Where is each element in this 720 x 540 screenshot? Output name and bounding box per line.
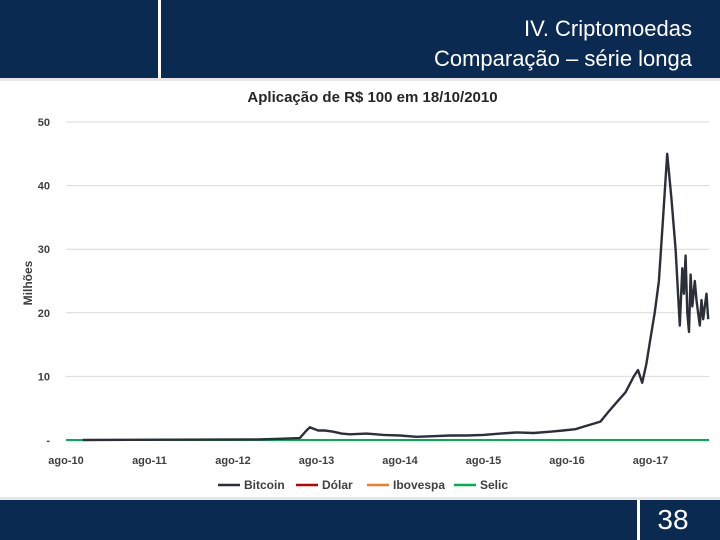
x-tick-label: ago-17 (633, 455, 668, 467)
x-tick-label: ago-11 (132, 455, 167, 467)
y-tick-label: 20 (38, 308, 50, 320)
y-axis-label: Milhões (21, 260, 35, 305)
footer-bar (0, 500, 720, 540)
header-divider (158, 0, 161, 78)
page-title-line2: Comparação – série longa (433, 46, 692, 71)
x-tick-label: ago-10 (48, 455, 83, 467)
x-tick-label: ago-16 (549, 455, 584, 467)
y-tick-label: - (46, 435, 50, 447)
legend-label-bitcoin: Bitcoin (244, 478, 285, 492)
x-tick-label: ago-12 (215, 455, 250, 467)
y-tick-label: 50 (38, 117, 50, 129)
y-tick-label: 10 (38, 371, 50, 383)
chart-title: Aplicação de R$ 100 em 18/10/2010 (247, 89, 497, 106)
page-title: IV. Criptomoedas Comparação – série long… (434, 14, 692, 74)
footer-rule (0, 497, 720, 500)
x-tick-label: ago-14 (382, 455, 418, 467)
legend-label-dolar: Dólar (322, 478, 353, 492)
page-title-line1: IV. Criptomoedas (524, 16, 692, 41)
page-number: 38 (657, 504, 689, 535)
header-bar (0, 0, 720, 78)
chart: Aplicação de R$ 100 em 18/10/2010 - 10 20 30… (21, 89, 710, 492)
series-line-bitcoin (82, 152, 710, 442)
y-tick-label: 30 (38, 244, 50, 256)
header-rule (0, 78, 720, 81)
y-tick-label: 40 (38, 181, 50, 193)
legend-label-ibovespa: Ibovespa (393, 478, 445, 492)
x-tick-label: ago-13 (299, 455, 334, 467)
footer-divider (637, 500, 640, 540)
legend-label-selic: Selic (480, 478, 508, 492)
x-tick-label: ago-15 (466, 455, 501, 467)
